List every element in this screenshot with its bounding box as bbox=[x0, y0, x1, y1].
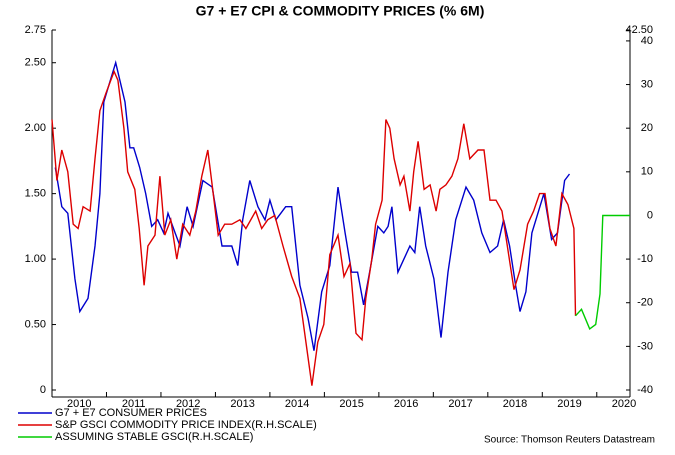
y2-tick-label: -10 bbox=[637, 253, 653, 265]
y2-tick-label: 40 bbox=[641, 35, 653, 47]
y-tick-label: 1.00 bbox=[25, 253, 46, 265]
legend-label: S&P GSCI COMMODITY PRICE INDEX(R.H.SCALE… bbox=[55, 419, 317, 431]
legend-label: G7 + E7 CONSUMER PRICES bbox=[55, 407, 207, 419]
legend-label: ASSUMING STABLE GSCI(R.H.SCALE) bbox=[55, 431, 253, 443]
chart-title: G7 + E7 CPI & COMMODITY PRICES (% 6M) bbox=[196, 3, 485, 19]
series-line bbox=[51, 69, 577, 386]
x-tick-label: 2014 bbox=[285, 398, 309, 410]
y2-tick-label: -40 bbox=[637, 384, 653, 396]
y2-tick-label: -30 bbox=[637, 340, 653, 352]
x-tick-label: 2018 bbox=[503, 398, 527, 410]
y-tick-label: 0 bbox=[40, 384, 46, 396]
x-tick-label: 2012 bbox=[176, 398, 200, 410]
x-tick-label: 2020 bbox=[612, 398, 636, 410]
series-line bbox=[574, 214, 630, 330]
x-tick-label: 2016 bbox=[394, 398, 418, 410]
y-tick-label: 0.50 bbox=[25, 318, 46, 330]
source: Source: Thomson Reuters Datastream bbox=[484, 435, 655, 446]
x-tick-label: 2010 bbox=[67, 398, 91, 410]
series-line bbox=[54, 60, 571, 351]
y2-tick-label: 20 bbox=[641, 122, 653, 134]
y2-tick-label: 30 bbox=[641, 78, 653, 90]
x-tick-label: 2015 bbox=[339, 398, 363, 410]
x-tick-label: 2013 bbox=[230, 398, 254, 410]
x-tick-label: 2019 bbox=[557, 398, 581, 410]
y2-tick-label: -20 bbox=[637, 297, 653, 309]
y2-tick-label: 0 bbox=[647, 209, 653, 221]
y2-tick-label: 10 bbox=[641, 166, 653, 178]
y-tick-label: 1.50 bbox=[25, 188, 46, 200]
x-tick-label: 2017 bbox=[448, 398, 472, 410]
y2-tick-label: 42.50 bbox=[625, 24, 653, 36]
x-tick-label: 2011 bbox=[122, 398, 146, 410]
y-tick-label: 2.50 bbox=[25, 57, 46, 69]
y-tick-label: 2.00 bbox=[25, 122, 46, 134]
y-tick-label: 2.75 bbox=[25, 24, 46, 36]
